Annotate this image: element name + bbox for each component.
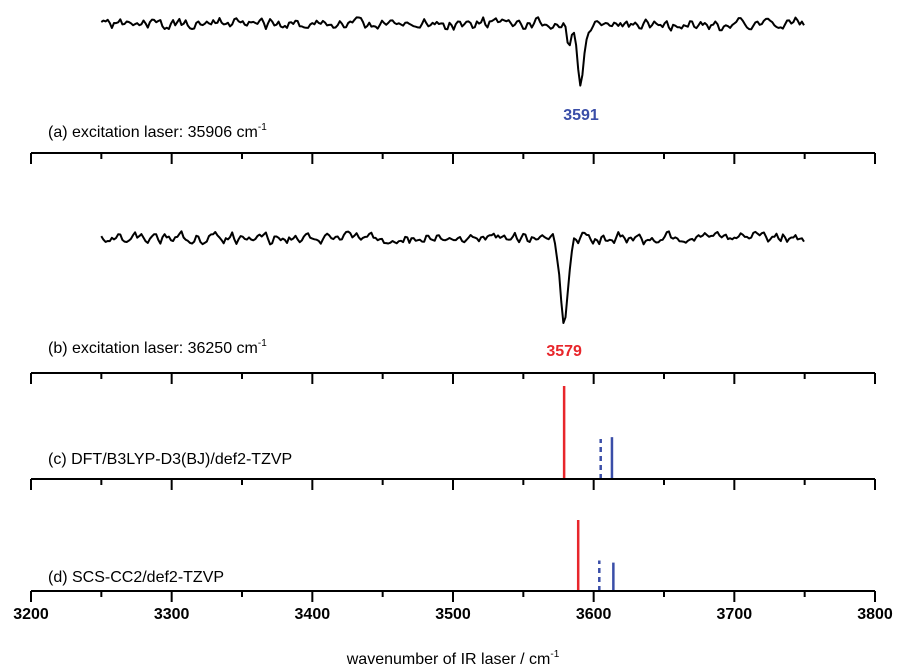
tick-label: 3700 [717,606,753,623]
panel-label-a: (a) excitation laser: 35906 cm-1 [48,122,267,141]
axis-d [30,590,876,602]
panel-c: (c) DFT/B3LYP-D3(BJ)/def2-TZVP [30,386,876,490]
tick-label: 3200 [13,606,49,623]
peak-annotation-b: 3579 [546,343,582,360]
tick-labels: 3200 3300 3400 3500 3600 3700 3800 [13,606,893,623]
sticks-d [576,520,615,591]
axis-b [30,372,876,384]
panel-label-b: (b) excitation laser: 36250 cm-1 [48,338,267,357]
peak-annotation-a: 3591 [563,107,599,124]
tick-label: 3800 [857,606,893,623]
tick-label: 3600 [576,606,612,623]
axis-c [30,478,876,490]
tick-label: 3500 [435,606,471,623]
tick-label: 3300 [154,606,190,623]
panel-b: 3579 (b) excitation laser: 36250 cm-1 [30,230,876,384]
sticks-c [562,386,614,479]
panel-a: 3591 (a) excitation laser: 35906 cm-1 [30,16,876,164]
spectrum-trace-b [100,230,805,324]
panel-label-d: (d) SCS-CC2/def2-TZVP [48,569,224,586]
x-axis-label: wavenumber of IR laser / cm-1 [346,649,560,668]
panel-label-c: (c) DFT/B3LYP-D3(BJ)/def2-TZVP [48,451,292,468]
spectrum-trace-a [100,16,805,87]
panel-d: (d) SCS-CC2/def2-TZVP 3200 3300 3400 3500 36… [13,520,893,623]
tick-label: 3400 [295,606,331,623]
axis-a [30,152,876,164]
